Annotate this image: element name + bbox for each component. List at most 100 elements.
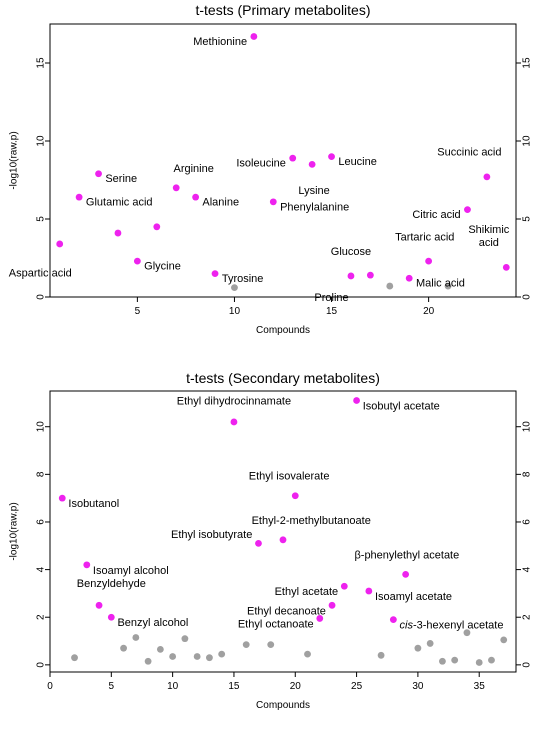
point-label: β-phenylethyl acetate — [354, 549, 459, 561]
significant-point — [153, 223, 161, 231]
nonsignificant-point — [444, 282, 452, 290]
point-label: Serine — [105, 173, 137, 185]
nonsignificant-point — [71, 654, 78, 662]
significant-point — [402, 570, 410, 578]
nonsignificant-point — [169, 653, 177, 660]
significant-point — [255, 540, 262, 547]
significant-point — [328, 601, 336, 609]
significant-point — [250, 33, 258, 40]
x-tick-label: 15 — [326, 306, 338, 317]
significant-point — [389, 616, 397, 624]
point-label: Isobutyl acetate — [363, 400, 440, 412]
significant-point — [464, 206, 471, 214]
nonsignificant-point — [267, 641, 275, 649]
point-label: Arginine — [174, 163, 214, 175]
x-tick-label: 25 — [351, 681, 363, 692]
plot-frame — [49, 390, 517, 673]
nonsignificant-point — [426, 640, 434, 647]
point-label: Aspartic acid — [9, 268, 72, 280]
nonsignificant-point — [156, 645, 164, 653]
nonsignificant-point — [144, 657, 152, 665]
x-tick-label: 35 — [474, 681, 486, 692]
significant-point — [316, 615, 324, 622]
point-label: Leucine — [338, 156, 377, 168]
nonsignificant-point — [120, 644, 127, 652]
point-label: Isoamyl alcohol — [93, 565, 169, 577]
y-tick-label: 0 — [36, 294, 47, 300]
y-right-tick-label: 8 — [522, 471, 533, 477]
point-label: Isobutanol — [68, 498, 119, 510]
significant-point — [211, 270, 219, 277]
point-label: Lysine — [298, 185, 329, 197]
significant-point — [366, 271, 374, 279]
significant-point — [347, 272, 355, 280]
nonsignificant-point — [439, 657, 446, 665]
nonsignificant-point — [377, 651, 385, 659]
y-tick-label: 5 — [36, 216, 47, 222]
significant-point — [405, 274, 413, 282]
y-right-tick-label: 0 — [522, 662, 533, 668]
nonsignificant-point — [414, 644, 422, 652]
point-label: Ethyl isobutyrate — [171, 529, 252, 541]
significant-point — [107, 613, 115, 621]
x-axis-label: Compounds — [256, 325, 310, 336]
nonsignificant-point — [206, 654, 213, 662]
point-label: Benzyldehyde — [77, 578, 146, 590]
point-label: Proline — [314, 292, 348, 304]
significant-point — [56, 240, 64, 248]
chart-primary-metabolites: t-tests (Primary metabolites) 5 10 15 20 0 0 5 5… — [9, 2, 533, 336]
point-label: Citric acid — [412, 209, 460, 221]
x-tick-label: 15 — [228, 681, 240, 692]
significant-point — [192, 193, 200, 201]
x-axis-label: Compounds — [256, 700, 310, 711]
significant-point — [328, 153, 335, 161]
point-label: Ethyl decanoate — [247, 605, 326, 617]
x-tick-label: 10 — [229, 306, 241, 317]
point-label: Glutamic acid — [86, 197, 153, 209]
point-label: Ethyl dihydrocinnamate — [177, 396, 291, 408]
point-label: Alanine — [202, 197, 239, 209]
point-label: Ethyl isovalerate — [249, 471, 330, 483]
x-tick-label: 5 — [135, 306, 141, 317]
significant-point — [308, 161, 316, 168]
nonsignificant-point — [386, 282, 394, 290]
y-tick-label: 4 — [36, 566, 47, 572]
y-right-tick-label: 6 — [522, 519, 533, 525]
point-label: Tartaric acid — [395, 232, 454, 244]
y-tick-label: 2 — [36, 614, 47, 620]
y-tick-label: 10 — [36, 135, 47, 147]
significant-point — [114, 229, 122, 237]
significant-point — [172, 184, 180, 192]
point-label: Malic acid — [416, 278, 465, 290]
point-label: Tyrosine — [222, 273, 264, 285]
point-label: Isoamyl acetate — [375, 591, 452, 603]
significant-point — [269, 198, 277, 206]
significant-point — [291, 492, 299, 500]
significant-point — [289, 154, 297, 162]
nonsignificant-point — [242, 641, 250, 649]
nonsignificant-point — [132, 634, 140, 641]
chart-title: t-tests (Primary metabolites) — [195, 2, 370, 18]
nonsignificant-point — [500, 636, 508, 644]
significant-point — [58, 494, 66, 502]
chart-title: t-tests (Secondary metabolites) — [186, 370, 380, 386]
y-tick-label: 0 — [36, 662, 47, 668]
x-tick-label: 5 — [109, 681, 115, 692]
nonsignificant-point — [463, 629, 471, 637]
significant-point — [365, 587, 373, 595]
nonsignificant-point — [181, 635, 189, 643]
nonsignificant-point — [488, 656, 495, 664]
significant-point — [353, 397, 360, 404]
plot-frame — [49, 23, 517, 298]
significant-point — [483, 173, 491, 181]
nonsignificant-point — [304, 650, 311, 658]
point-label: Methionine — [193, 36, 247, 48]
chart-secondary-metabolites: t-tests (Secondary metabolites)0 5 10 15 20 2… — [9, 370, 533, 711]
significant-point — [425, 257, 433, 265]
x-tick-label: 10 — [167, 681, 179, 692]
point-label: Shikimic acid — [468, 224, 509, 249]
y-right-tick-label: 0 — [522, 294, 533, 300]
y-right-tick-label: 15 — [522, 57, 533, 69]
point-label: Glycine — [144, 261, 181, 273]
